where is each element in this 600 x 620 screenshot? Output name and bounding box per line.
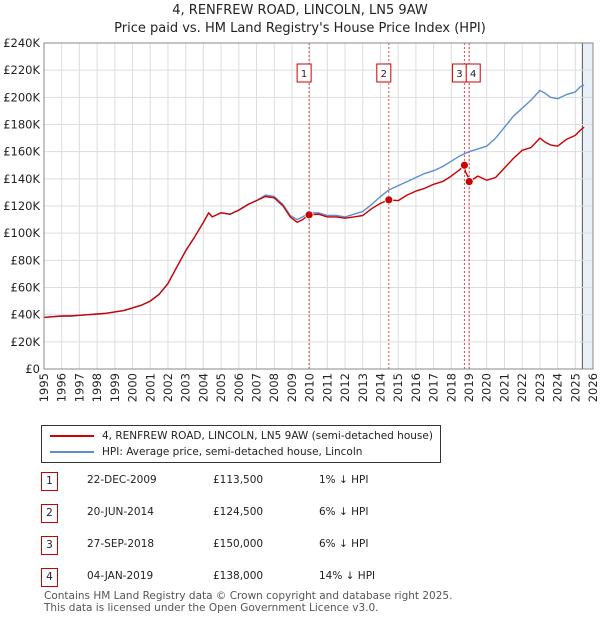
- x-tick-label: 2003: [179, 373, 193, 402]
- y-tick-label: £0: [25, 362, 40, 376]
- x-tick-label: 2018: [444, 373, 458, 402]
- x-tick-label: 1999: [108, 373, 122, 402]
- x-tick-label: 2013: [356, 373, 370, 402]
- y-tick-label: £40K: [11, 308, 41, 322]
- x-tick-label: 2002: [161, 373, 175, 402]
- y-tick-label: £20K: [11, 335, 41, 349]
- transaction-price: £113,500: [213, 474, 264, 486]
- transaction-price: £138,000: [213, 570, 264, 582]
- legend-label-property: 4, RENFREW ROAD, LINCOLN, LN5 9AW (semi-…: [102, 430, 433, 442]
- transaction-date: 04-JAN-2019: [87, 570, 154, 582]
- table-row: 1 22-DEC-2009 £113,500 1% ↓ HPI: [41, 472, 600, 492]
- y-tick-label: £180K: [3, 118, 40, 132]
- x-tick-label: 2000: [126, 373, 140, 402]
- x-tick-label: 1997: [72, 373, 86, 402]
- x-tick-label: 2019: [462, 373, 476, 402]
- chart-badge-number: 1: [301, 69, 307, 80]
- hpi-line: [43, 84, 585, 319]
- table-row: 4 04-JAN-2019 £138,000 14% ↓ HPI: [41, 568, 600, 588]
- property-price-line: [43, 126, 585, 319]
- transaction-date: 22-DEC-2009: [87, 474, 157, 486]
- y-tick-label: £100K: [3, 226, 40, 240]
- x-tick-label: 2015: [391, 373, 405, 402]
- legend-label-hpi: HPI: Average price, semi-detached house,…: [102, 446, 363, 458]
- table-row: 2 20-JUN-2014 £124,500 6% ↓ HPI: [41, 504, 600, 524]
- y-tick-label: £140K: [3, 172, 40, 186]
- legend-swatch-hpi: [50, 451, 94, 453]
- y-tick-label: £160K: [3, 145, 40, 159]
- x-tick-label: 2016: [409, 373, 423, 402]
- plot-area: [43, 42, 594, 370]
- chart-badge-box: [376, 63, 392, 83]
- x-tick-label: 2014: [373, 373, 387, 402]
- x-tick-label: 2024: [551, 373, 565, 402]
- x-tick-label: 2011: [320, 373, 334, 402]
- transaction-price: £124,500: [213, 506, 264, 518]
- transaction-marker: [384, 195, 394, 205]
- footer-copyright: Contains HM Land Registry data © Crown c…: [44, 590, 453, 602]
- x-tick-label: 2026: [586, 373, 600, 402]
- transaction-marker: [464, 177, 474, 186]
- transaction-price: £150,000: [213, 538, 264, 550]
- legend-item-property: 4, RENFREW ROAD, LINCOLN, LN5 9AW (semi-…: [50, 428, 433, 444]
- x-tick-label: 2004: [196, 373, 210, 402]
- y-tick-label: £200K: [3, 90, 40, 104]
- y-tick-label: £60K: [11, 281, 41, 295]
- table-row: 3 27-SEP-2018 £150,000 6% ↓ HPI: [41, 536, 600, 556]
- transaction-date: 27-SEP-2018: [87, 538, 155, 550]
- legend-item-hpi: HPI: Average price, semi-detached house,…: [50, 444, 362, 460]
- y-tick-label: £240K: [3, 36, 40, 50]
- x-tick-label: 2005: [214, 373, 228, 402]
- transaction-badge: 3: [41, 536, 58, 555]
- transaction-marker: [304, 210, 314, 220]
- transaction-delta: 6% ↓ HPI: [319, 538, 369, 550]
- footer-licence: This data is licensed under the Open Gov…: [44, 602, 379, 614]
- transaction-delta: 6% ↓ HPI: [319, 506, 369, 518]
- chart-badge-number: 3: [456, 69, 462, 80]
- x-tick-label: 2021: [497, 373, 511, 402]
- transaction-date: 20-JUN-2014: [87, 506, 154, 518]
- x-tick-label: 2012: [338, 373, 352, 402]
- y-tick-label: £80K: [11, 253, 41, 267]
- x-tick-label: 2009: [285, 373, 299, 402]
- x-tick-label: 2008: [267, 373, 281, 402]
- x-tick-label: 1996: [55, 373, 69, 402]
- x-tick-label: 2022: [515, 373, 529, 402]
- x-tick-label: 2007: [250, 373, 264, 402]
- transaction-delta: 14% ↓ HPI: [319, 570, 376, 582]
- x-tick-label: 1995: [37, 373, 51, 402]
- x-tick-label: 2020: [480, 373, 494, 402]
- y-tick-label: £220K: [3, 63, 40, 77]
- chart-badge-box: [465, 63, 481, 83]
- chart-badge-box: [296, 63, 312, 83]
- x-tick-label: 2023: [533, 373, 547, 402]
- legend: 4, RENFREW ROAD, LINCOLN, LN5 9AW (semi-…: [41, 425, 441, 463]
- x-tick-label: 2017: [427, 373, 441, 402]
- legend-swatch-property: [50, 435, 94, 437]
- footer: Contains HM Land Registry data © Crown c…: [44, 590, 452, 614]
- x-tick-label: 2001: [143, 373, 157, 402]
- x-tick-label: 2006: [232, 373, 246, 402]
- chart-badge-number: 4: [470, 69, 476, 80]
- transaction-delta: 1% ↓ HPI: [319, 474, 369, 486]
- y-tick-label: £120K: [3, 199, 40, 213]
- transaction-badge: 2: [41, 504, 58, 523]
- transaction-marker: [460, 160, 469, 170]
- chart-title: 4, RENFREW ROAD, LINCOLN, LN5 9AW: [172, 3, 428, 18]
- x-tick-label: 2025: [568, 373, 582, 402]
- x-tick-label: 1998: [90, 373, 104, 402]
- transaction-badge: 1: [41, 472, 58, 491]
- transaction-badge: 4: [41, 568, 58, 587]
- chart-subtitle: Price paid vs. HM Land Registry's House …: [114, 21, 486, 36]
- x-tick-label: 2010: [303, 373, 317, 402]
- price-chart: £0 £20K £40K £60K £80K £100K £120K £140K £160K £1…: [3, 36, 600, 402]
- chart-badge-number: 2: [381, 69, 387, 80]
